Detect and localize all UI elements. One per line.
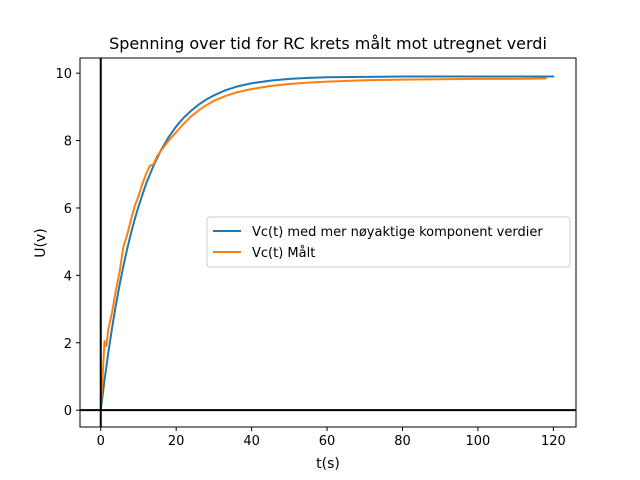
reference-lines (80, 58, 576, 427)
x-tick-label: 80 (394, 434, 411, 449)
x-tick-label: 20 (168, 434, 185, 449)
legend-label-series-1: Vc(t) med mer nøyaktige komponent verdie… (252, 225, 543, 240)
x-tick-label: 0 (97, 434, 105, 449)
y-tick-label: 6 (64, 202, 72, 217)
legend: Vc(t) med mer nøyaktige komponent verdie… (206, 216, 571, 268)
axes-frame (79, 57, 577, 428)
chart-title: Spenning over tid for RC krets målt mot … (109, 34, 547, 53)
y-tick-label: 2 (64, 337, 72, 352)
y-axis-label: U(v) (33, 228, 49, 257)
x-axis-label: t(s) (316, 456, 340, 472)
y-tick-label: 8 (64, 135, 72, 150)
legend-label-series-2: Vc(t) Målt (252, 246, 315, 261)
x-tick-label: 100 (466, 434, 491, 449)
plot-area (79, 57, 577, 428)
x-tick-label: 120 (541, 434, 566, 449)
x-tick-label: 40 (243, 434, 260, 449)
y-tick-label: 10 (55, 67, 72, 82)
legend-box (206, 216, 571, 268)
y-axis-ticks: 0 2 4 6 8 10 (55, 67, 80, 419)
x-tick-label: 60 (319, 434, 336, 449)
y-tick-label: 4 (64, 269, 72, 284)
series-layer (99, 75, 555, 412)
series-line-1 (99, 75, 555, 412)
y-tick-label: 0 (64, 404, 72, 419)
x-axis-ticks: 0 20 40 60 80 100 120 (97, 427, 566, 449)
series-line-2 (99, 77, 547, 410)
